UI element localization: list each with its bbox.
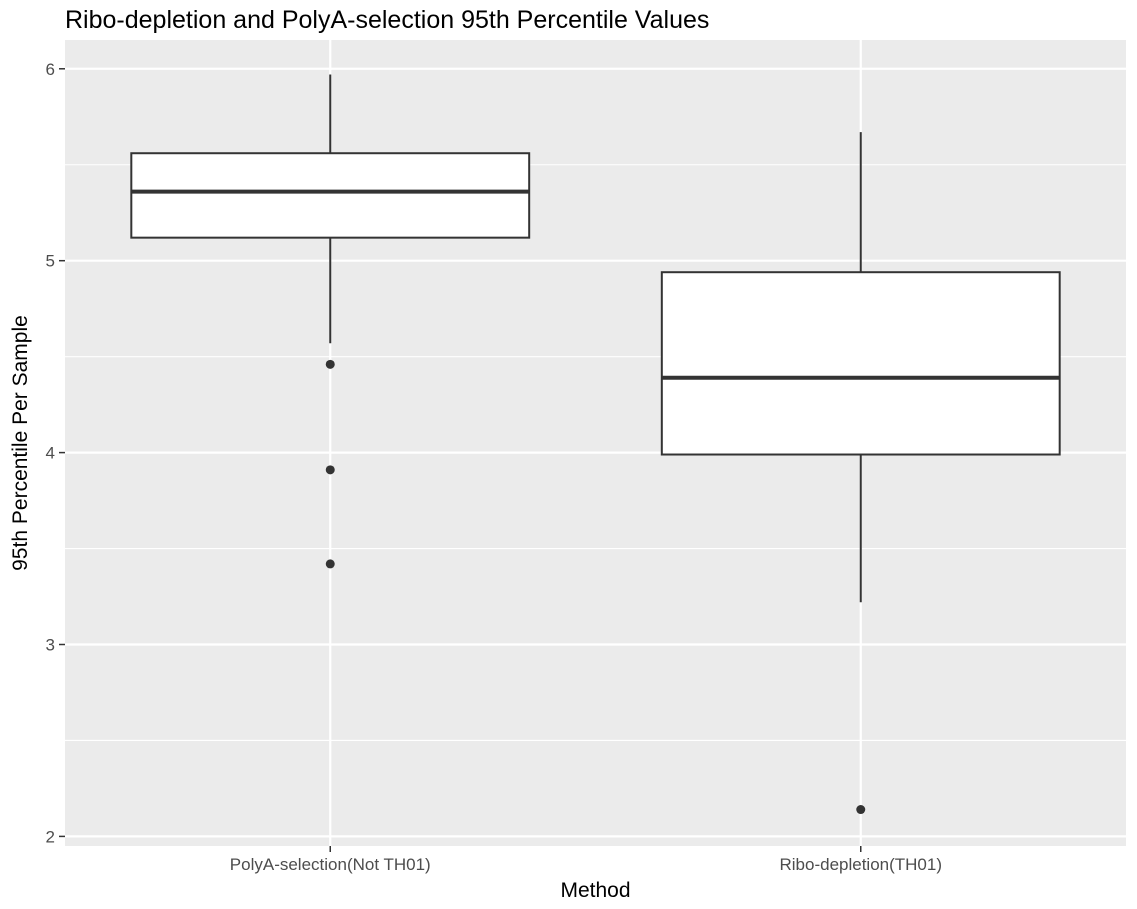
y-tick-label: 4 <box>46 444 55 463</box>
outlier-point <box>325 465 335 475</box>
x-axis-title: Method <box>560 879 630 902</box>
chart-title: Ribo-depletion and PolyA-selection 95th … <box>65 6 710 34</box>
iqr-box <box>130 152 531 239</box>
x-tick-label: PolyA-selection(Not TH01) <box>230 855 431 874</box>
box-group <box>660 132 1061 815</box>
iqr-box <box>660 271 1061 456</box>
y-tick-label: 6 <box>46 60 55 79</box>
outlier-point <box>325 559 335 569</box>
box-group <box>130 74 531 569</box>
boxes <box>130 74 1061 815</box>
axes: 2 3 4 5 6 PolyA-selection(Not TH01) Ribo-deple… <box>46 60 942 874</box>
y-axis-title: 95th Percentile Per Sample <box>9 315 32 571</box>
y-tick-label: 3 <box>46 636 55 655</box>
x-tick-label: Ribo-depletion(TH01) <box>779 855 942 874</box>
outlier-point <box>325 359 335 369</box>
y-tick-label: 2 <box>46 827 55 846</box>
outlier-point <box>856 805 866 815</box>
y-tick-label: 5 <box>46 252 55 271</box>
